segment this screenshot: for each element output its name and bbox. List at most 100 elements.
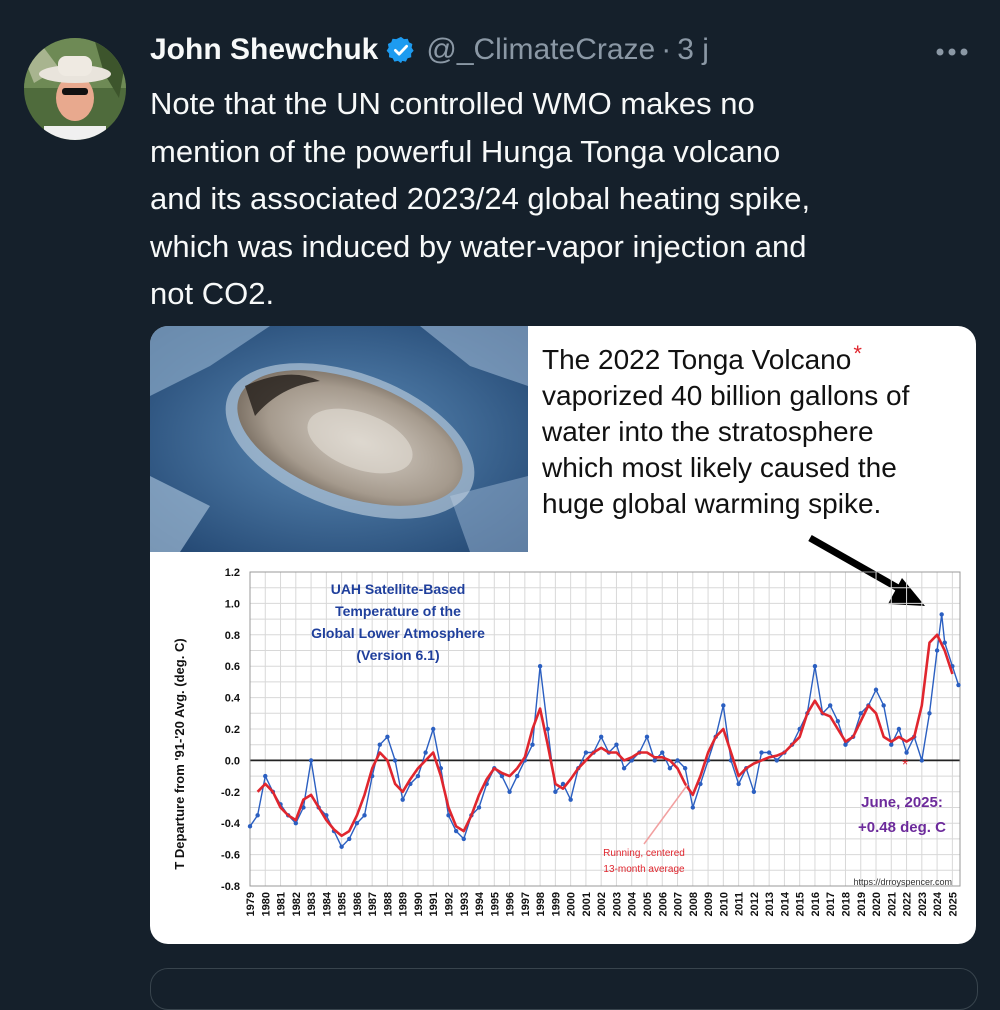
x-tick-label: 1983 <box>306 892 318 916</box>
y-tick-label: -0.4 <box>221 818 241 830</box>
more-options-button[interactable] <box>930 34 974 70</box>
callout-line-5: huge global warming spike. <box>542 488 881 519</box>
data-point <box>545 726 550 732</box>
data-point <box>667 766 673 771</box>
avatar[interactable] <box>24 38 126 140</box>
x-tick-label: 1979 <box>245 892 257 916</box>
x-tick-label: 1982 <box>291 892 303 916</box>
data-point <box>499 773 505 779</box>
data-point <box>553 789 558 794</box>
data-point <box>446 813 451 818</box>
data-point <box>415 773 421 779</box>
x-tick-label: 2016 <box>810 892 822 916</box>
svg-text:UAH Satellite-Based: UAH Satellite-Based <box>331 581 466 597</box>
x-tick-label: 1995 <box>489 892 501 916</box>
plot-frame <box>249 571 961 887</box>
author-name[interactable]: John Shewchuk <box>150 33 379 66</box>
x-tick-label: 1994 <box>474 891 486 916</box>
x-tick-label: 2007 <box>673 892 685 916</box>
callout-line-2: vaporized 40 billion gallons of <box>542 380 910 411</box>
data-point <box>507 789 512 794</box>
data-point <box>698 781 703 787</box>
x-tick-label: 2013 <box>764 892 776 916</box>
x-tick-label: 2012 <box>749 892 761 916</box>
x-tick-label: 2010 <box>718 892 730 916</box>
data-point <box>873 687 879 692</box>
data-point <box>736 781 741 787</box>
svg-text:Temperature of the: Temperature of the <box>335 603 461 619</box>
temperature-chart: 1.2 1.0 0.8 0.6 0.4 0.2 0.0 -0.2 -0.4 -0.6 -0.8 19… <box>172 567 961 916</box>
x-tick-label: 1980 <box>260 892 272 916</box>
tweet-timestamp[interactable]: 3 j <box>677 33 709 66</box>
data-point <box>660 750 665 755</box>
x-tick-label: 2003 <box>611 892 623 916</box>
x-tick-label: 2009 <box>703 892 715 916</box>
data-point <box>675 758 680 763</box>
data-point <box>629 758 634 763</box>
verified-badge-icon <box>386 35 416 65</box>
x-tick-label: 1987 <box>367 892 379 916</box>
x-tick-label: 1981 <box>276 892 288 916</box>
more-horizontal-icon <box>936 48 968 56</box>
author-handle[interactable]: @_ClimateCraze <box>426 33 656 66</box>
data-point <box>828 703 833 708</box>
data-point <box>956 682 961 688</box>
chart-series <box>247 612 961 849</box>
x-tick-label: 2008 <box>688 892 700 916</box>
x-tick-label: 1986 <box>352 892 364 916</box>
y-tick-label: -0.2 <box>221 787 240 799</box>
user-avatar-photo <box>24 38 126 140</box>
data-point <box>255 813 260 818</box>
x-axis-ticks: 1979 1980 1981 1982 1983 1984 1985 1986 1987 1988… <box>245 891 959 916</box>
svg-text:+0.48 deg. C: +0.48 deg. C <box>858 819 946 836</box>
data-point <box>835 718 841 724</box>
x-tick-label: 1996 <box>505 892 517 916</box>
data-point <box>247 824 253 829</box>
data-point <box>881 703 886 708</box>
data-point <box>400 797 405 802</box>
data-point <box>919 758 925 763</box>
y-axis-ticks: 1.2 1.0 0.8 0.6 0.4 0.2 0.0 -0.2 -0.4 -0.6 -0.8 <box>221 567 241 893</box>
satellite-photo-volcano-plume <box>150 326 528 552</box>
x-tick-label: 2004 <box>627 891 639 916</box>
x-tick-label: 2023 <box>917 892 929 916</box>
x-tick-label: 2006 <box>657 892 669 916</box>
data-point <box>362 813 367 818</box>
data-point <box>453 828 459 834</box>
quoted-content-card[interactable] <box>150 968 978 1010</box>
data-point <box>858 711 863 716</box>
x-tick-label: 2014 <box>779 891 791 916</box>
x-tick-label: 2011 <box>734 892 746 916</box>
data-point <box>904 750 909 755</box>
callout-line-3: water into the stratosphere <box>541 416 874 447</box>
chart-title: UAH Satellite-Based Temperature of the G… <box>311 581 485 663</box>
x-tick-label: 1990 <box>413 892 425 916</box>
x-tick-label: 2018 <box>840 892 852 916</box>
svg-text:Running, centered: Running, centered <box>603 848 685 859</box>
data-point <box>644 734 650 740</box>
data-point <box>293 821 299 826</box>
x-tick-label: 1993 <box>459 892 471 916</box>
data-point <box>308 758 314 763</box>
x-tick-label: 2000 <box>566 892 578 916</box>
data-point <box>896 726 902 732</box>
y-tick-label: 1.0 <box>225 598 240 610</box>
tweet-image[interactable]: The 2022 Tonga Volcano* vaporized 40 bil… <box>150 326 976 944</box>
data-point <box>766 750 772 755</box>
y-tick-label: 1.2 <box>225 567 240 579</box>
y-tick-label: 0.0 <box>225 755 240 767</box>
x-tick-label: 2021 <box>886 892 898 916</box>
data-point <box>385 734 390 740</box>
data-point <box>682 766 688 771</box>
data-point <box>843 742 848 747</box>
chart-grid <box>249 571 961 887</box>
data-point <box>354 821 360 826</box>
y-tick-label: -0.8 <box>221 881 240 893</box>
x-tick-label: 2024 <box>932 891 944 916</box>
data-point <box>774 758 779 763</box>
data-point <box>301 805 306 810</box>
x-tick-label: 1988 <box>382 892 394 916</box>
x-tick-label: 1989 <box>398 892 410 916</box>
x-tick-label: 1985 <box>337 892 349 916</box>
x-tick-label: 1992 <box>443 892 455 916</box>
